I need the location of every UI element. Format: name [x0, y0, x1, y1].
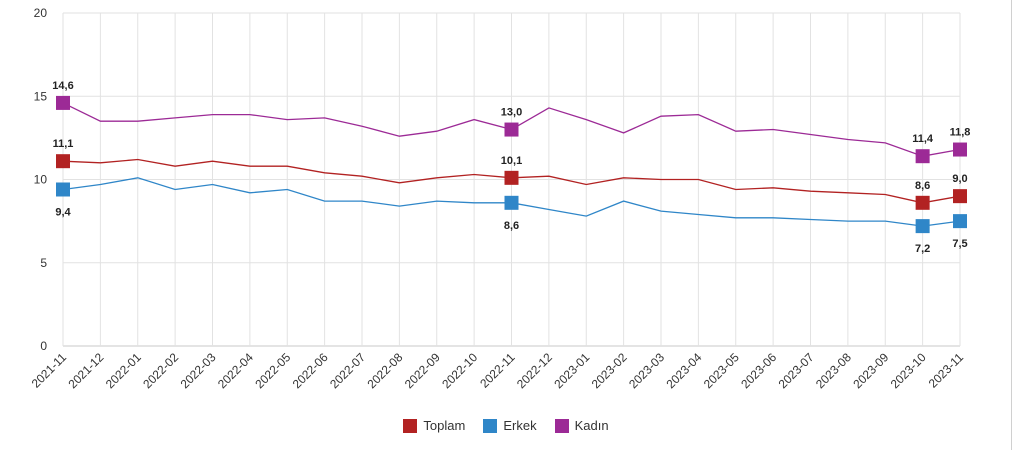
x-tick-label: 2022-01: [103, 350, 144, 391]
legend-item-erkek[interactable]: Erkek: [483, 418, 537, 433]
marker-erkek-2022-11[interactable]: [504, 195, 519, 210]
marker-toplam-2023-10[interactable]: [915, 195, 930, 210]
data-label-erkek: 7,2: [915, 243, 930, 255]
data-label-kadın: 11,8: [950, 127, 971, 139]
x-tick-label: 2023-09: [850, 350, 891, 391]
x-tick-label: 2023-02: [589, 350, 630, 391]
legend-label-kadin: Kadın: [574, 418, 609, 433]
x-tick-label: 2023-06: [738, 350, 779, 391]
data-label-kadın: 11,4: [912, 133, 934, 145]
x-tick-label: 2021-12: [65, 350, 106, 391]
x-tick-label: 2022-09: [402, 350, 443, 391]
legend-item-kadin[interactable]: Kadın: [554, 418, 609, 433]
marker-kadın-2023-11[interactable]: [953, 142, 967, 157]
x-tick-label: 2022-05: [252, 350, 293, 391]
y-tick-label: 5: [40, 256, 47, 270]
data-labels: 11,1 10,1 8,6 9,0 9,4 8,6 7,2 7,5 14,6 13,0 11,4 11…: [52, 80, 970, 255]
legend-swatch-kadin: [554, 418, 569, 433]
x-tick-label: 2022-07: [327, 350, 368, 391]
x-axis: 2021-112021-122022-012022-022022-032022-…: [29, 350, 967, 391]
legend-item-toplam[interactable]: Toplam: [403, 418, 465, 433]
x-tick-label: 2023-08: [813, 350, 854, 391]
marker-kadın-2021-11[interactable]: [56, 95, 70, 110]
legend: Toplam Erkek Kadın: [0, 418, 1012, 433]
marker-toplam-2023-11[interactable]: [953, 189, 967, 204]
x-tick-label: 2023-11: [926, 350, 967, 391]
data-label-kadın: 13,0: [501, 107, 522, 119]
x-tick-label: 2023-01: [551, 350, 592, 391]
data-label-erkek: 8,6: [504, 220, 519, 232]
x-tick-label: 2022-08: [364, 350, 405, 391]
data-label-toplam: 10,1: [501, 155, 522, 167]
data-label-toplam: 8,6: [915, 180, 930, 192]
y-axis: 0 5 10 15 20: [34, 6, 48, 353]
marker-erkek-2021-11[interactable]: [56, 182, 70, 197]
y-tick-label: 20: [34, 6, 48, 20]
series-markers: [56, 95, 967, 234]
data-label-toplam: 9,0: [952, 173, 967, 185]
marker-erkek-2023-10[interactable]: [915, 219, 930, 234]
x-tick-label: 2022-06: [290, 350, 331, 391]
marker-kadın-2022-11[interactable]: [504, 122, 519, 137]
legend-swatch-erkek: [483, 418, 498, 433]
data-label-erkek: 7,5: [952, 238, 967, 250]
marker-toplam-2022-11[interactable]: [504, 170, 519, 185]
legend-label-toplam: Toplam: [423, 418, 466, 433]
x-tick-label: 2022-02: [140, 350, 181, 391]
legend-label-erkek: Erkek: [503, 418, 537, 433]
x-tick-label: 2022-11: [477, 350, 518, 391]
x-tick-label: 2022-04: [215, 350, 256, 391]
y-tick-label: 0: [40, 339, 47, 353]
x-tick-label: 2022-03: [178, 350, 219, 391]
y-tick-label: 15: [34, 89, 48, 103]
x-tick-label: 2023-05: [701, 350, 742, 391]
x-tick-label: 2022-12: [514, 350, 555, 391]
data-label-toplam: 11,1: [53, 138, 74, 150]
marker-kadın-2023-10[interactable]: [915, 149, 930, 164]
marker-erkek-2023-11[interactable]: [953, 214, 967, 229]
x-tick-label: 2021-11: [29, 350, 70, 391]
legend-swatch-toplam: [403, 418, 418, 433]
x-tick-label: 2023-03: [626, 350, 667, 391]
x-tick-label: 2023-04: [663, 350, 704, 391]
y-tick-label: 10: [34, 173, 48, 187]
x-tick-label: 2023-10: [888, 350, 929, 391]
data-label-erkek: 9,4: [55, 206, 71, 218]
marker-toplam-2021-11[interactable]: [56, 154, 70, 169]
data-label-kadın: 14,6: [52, 80, 73, 92]
x-tick-label: 2022-10: [439, 350, 480, 391]
x-tick-label: 2023-07: [776, 350, 817, 391]
